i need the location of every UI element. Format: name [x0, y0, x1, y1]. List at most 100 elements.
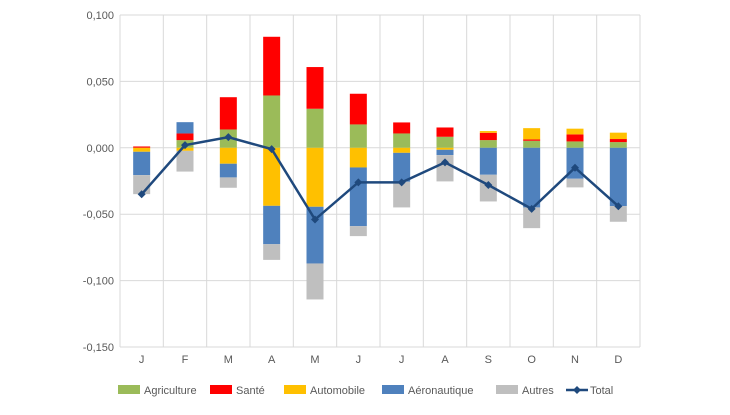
- legend-swatch: [496, 385, 518, 394]
- y-tick-label: -0,150: [83, 342, 114, 354]
- bar-santé: [479, 132, 497, 141]
- x-tick-label: O: [527, 354, 536, 366]
- bar-automobile: [349, 147, 367, 168]
- bar-aéronautique: [306, 206, 324, 264]
- total-point: [354, 178, 363, 187]
- total-point: [181, 141, 189, 150]
- bar-santé: [219, 97, 237, 130]
- bar-santé: [609, 139, 627, 143]
- bar-agriculture: [393, 133, 411, 148]
- bar-santé: [263, 36, 281, 96]
- x-tick-label: A: [268, 354, 276, 366]
- x-tick-label: D: [614, 354, 622, 366]
- total-point: [484, 180, 493, 189]
- bar-autres: [393, 181, 411, 208]
- legend: Agriculture Santé Automobile Aéronautique Au…: [118, 385, 613, 397]
- bar-automobile: [219, 147, 237, 164]
- bar-autres: [349, 226, 367, 237]
- legend-swatch: [382, 385, 404, 394]
- x-tick-label: S: [485, 354, 492, 366]
- legend-label: Total: [590, 385, 613, 397]
- x-tick-label: F: [182, 354, 189, 366]
- bar-automobile: [436, 147, 454, 150]
- bar-santé: [176, 133, 194, 141]
- bar-santé: [306, 67, 324, 109]
- total-point: [527, 204, 536, 213]
- bar-automobile: [479, 131, 497, 133]
- x-tick-label: M: [310, 354, 319, 366]
- total-point: [137, 190, 146, 199]
- total-point: [311, 215, 319, 224]
- bar-autres: [219, 177, 237, 188]
- bar-aéronautique: [263, 205, 281, 245]
- x-tick-label: M: [224, 354, 233, 366]
- bar-aéronautique: [609, 147, 627, 207]
- bar-santé: [133, 146, 151, 148]
- legend-marker: [573, 386, 581, 394]
- x-tick-label: N: [571, 354, 579, 366]
- total-point: [397, 178, 406, 187]
- bar-autres: [566, 178, 584, 188]
- bar-agriculture: [436, 136, 454, 148]
- bar-automobile: [306, 147, 324, 207]
- bar-aéronautique: [176, 122, 194, 134]
- bar-automobile: [176, 147, 194, 151]
- bar-automobile: [393, 147, 411, 153]
- bar-agriculture: [349, 124, 367, 148]
- bar-autres: [436, 155, 454, 182]
- bar-autres: [263, 244, 281, 260]
- bar-agriculture: [263, 95, 281, 148]
- bar-aéronautique: [219, 163, 237, 178]
- bar-autres: [523, 207, 541, 229]
- y-tick-label: 0,100: [86, 10, 114, 22]
- y-tick-label: 0,050: [86, 76, 114, 88]
- bar-automobile: [609, 132, 627, 140]
- legend-label: Automobile: [310, 385, 365, 397]
- bar-agriculture: [566, 141, 584, 148]
- bar-santé: [523, 139, 541, 141]
- y-tick-label: -0,100: [83, 276, 114, 288]
- bar-autres: [176, 150, 194, 172]
- bar-automobile: [566, 128, 584, 135]
- bar-autres: [609, 206, 627, 222]
- y-tick-label: -0,050: [83, 209, 114, 221]
- total-line: [137, 133, 623, 224]
- bar-agriculture: [479, 140, 497, 148]
- total-point: [571, 163, 579, 172]
- bar-aéronautique: [349, 167, 367, 227]
- bar-agriculture: [609, 142, 627, 148]
- bar-automobile: [523, 128, 541, 140]
- bar-agriculture: [306, 108, 324, 148]
- bar-santé: [566, 134, 584, 142]
- total-line-path: [140, 135, 620, 222]
- bar-santé: [349, 93, 367, 125]
- x-tick-label: J: [139, 354, 145, 366]
- bar-aéronautique: [436, 149, 454, 156]
- bar-aéronautique: [479, 147, 497, 175]
- bar-automobile: [133, 147, 151, 152]
- bar-aéronautique: [393, 152, 411, 182]
- total-point: [267, 145, 276, 154]
- bar-autres: [306, 263, 324, 300]
- legend-swatch: [118, 385, 140, 394]
- total-point: [441, 158, 449, 167]
- bar-santé: [436, 127, 454, 137]
- legend-label: Agriculture: [144, 385, 197, 397]
- x-tick-label: J: [356, 354, 362, 366]
- legend-label: Aéronautique: [408, 385, 473, 397]
- total-point: [614, 202, 623, 211]
- gridlines: [119, 14, 641, 348]
- total-point: [224, 133, 233, 142]
- legend-label: Santé: [236, 385, 265, 397]
- bar-aéronautique: [523, 147, 541, 208]
- x-tick-label: J: [399, 354, 405, 366]
- y-tick-label: 0,000: [86, 143, 114, 155]
- legend-swatch: [210, 385, 232, 394]
- y-axis-ticks: 0,100 0,050 0,000 -0,050 -0,100 -0,150: [83, 10, 114, 354]
- legend-swatch: [284, 385, 306, 394]
- bar-aéronautique: [133, 151, 151, 176]
- x-tick-label: A: [441, 354, 449, 366]
- bar-agriculture: [523, 140, 541, 148]
